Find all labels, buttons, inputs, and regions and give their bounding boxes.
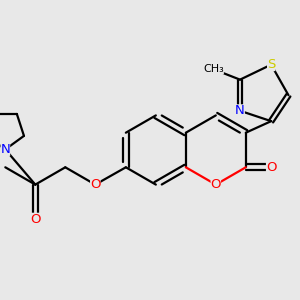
Text: N: N <box>235 104 245 117</box>
Text: CH₃: CH₃ <box>203 64 224 74</box>
Text: N: N <box>0 143 10 156</box>
Text: O: O <box>90 178 101 191</box>
Text: O: O <box>211 178 221 191</box>
Text: O: O <box>30 213 40 226</box>
Text: S: S <box>267 58 275 71</box>
Text: O: O <box>266 161 276 174</box>
